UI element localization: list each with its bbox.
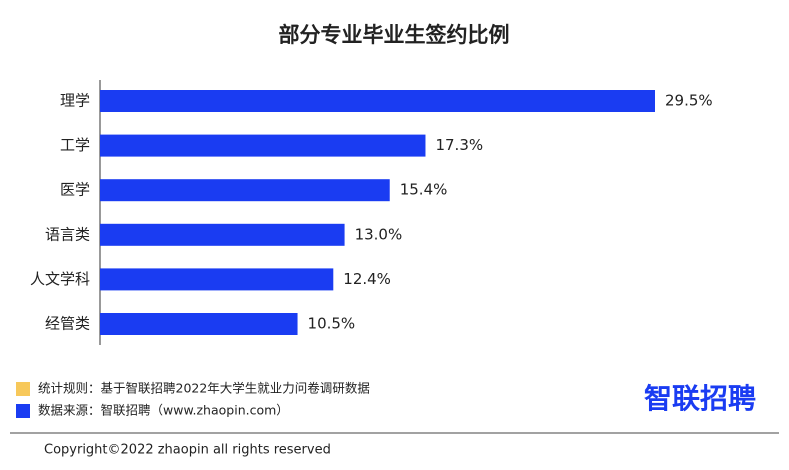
bar bbox=[100, 134, 426, 157]
note: 数据来源：智联招聘（www.zhaopin.com） bbox=[38, 403, 289, 418]
value-label: 10.5% bbox=[308, 315, 356, 333]
y-tick-label: 语言类 bbox=[45, 225, 90, 243]
copyright: Copyright©2022 zhaopin all rights reserv… bbox=[44, 443, 331, 458]
value-label: 13.0% bbox=[355, 225, 403, 243]
legend-swatch bbox=[16, 382, 30, 396]
value-label: 29.5% bbox=[665, 92, 713, 110]
y-tick-label: 工学 bbox=[60, 136, 90, 154]
bar bbox=[100, 268, 334, 291]
bar bbox=[100, 223, 345, 246]
note: 统计规则：基于智联招聘2022年大学生就业力问卷调研数据 bbox=[38, 381, 370, 396]
bar bbox=[100, 313, 298, 335]
bar bbox=[100, 90, 655, 112]
value-label: 12.4% bbox=[343, 270, 391, 288]
value-label: 17.3% bbox=[435, 136, 483, 154]
y-tick-label: 人文学科 bbox=[30, 270, 90, 288]
bar bbox=[100, 179, 390, 202]
y-tick-label: 经管类 bbox=[45, 315, 90, 333]
logo: 智联招聘 bbox=[644, 382, 756, 415]
legend-swatch bbox=[16, 404, 30, 418]
chart-title: 部分专业毕业生签约比例 bbox=[279, 23, 510, 47]
y-tick-label: 医学 bbox=[60, 181, 90, 199]
y-tick-label: 理学 bbox=[60, 92, 90, 110]
value-label: 15.4% bbox=[400, 181, 448, 199]
